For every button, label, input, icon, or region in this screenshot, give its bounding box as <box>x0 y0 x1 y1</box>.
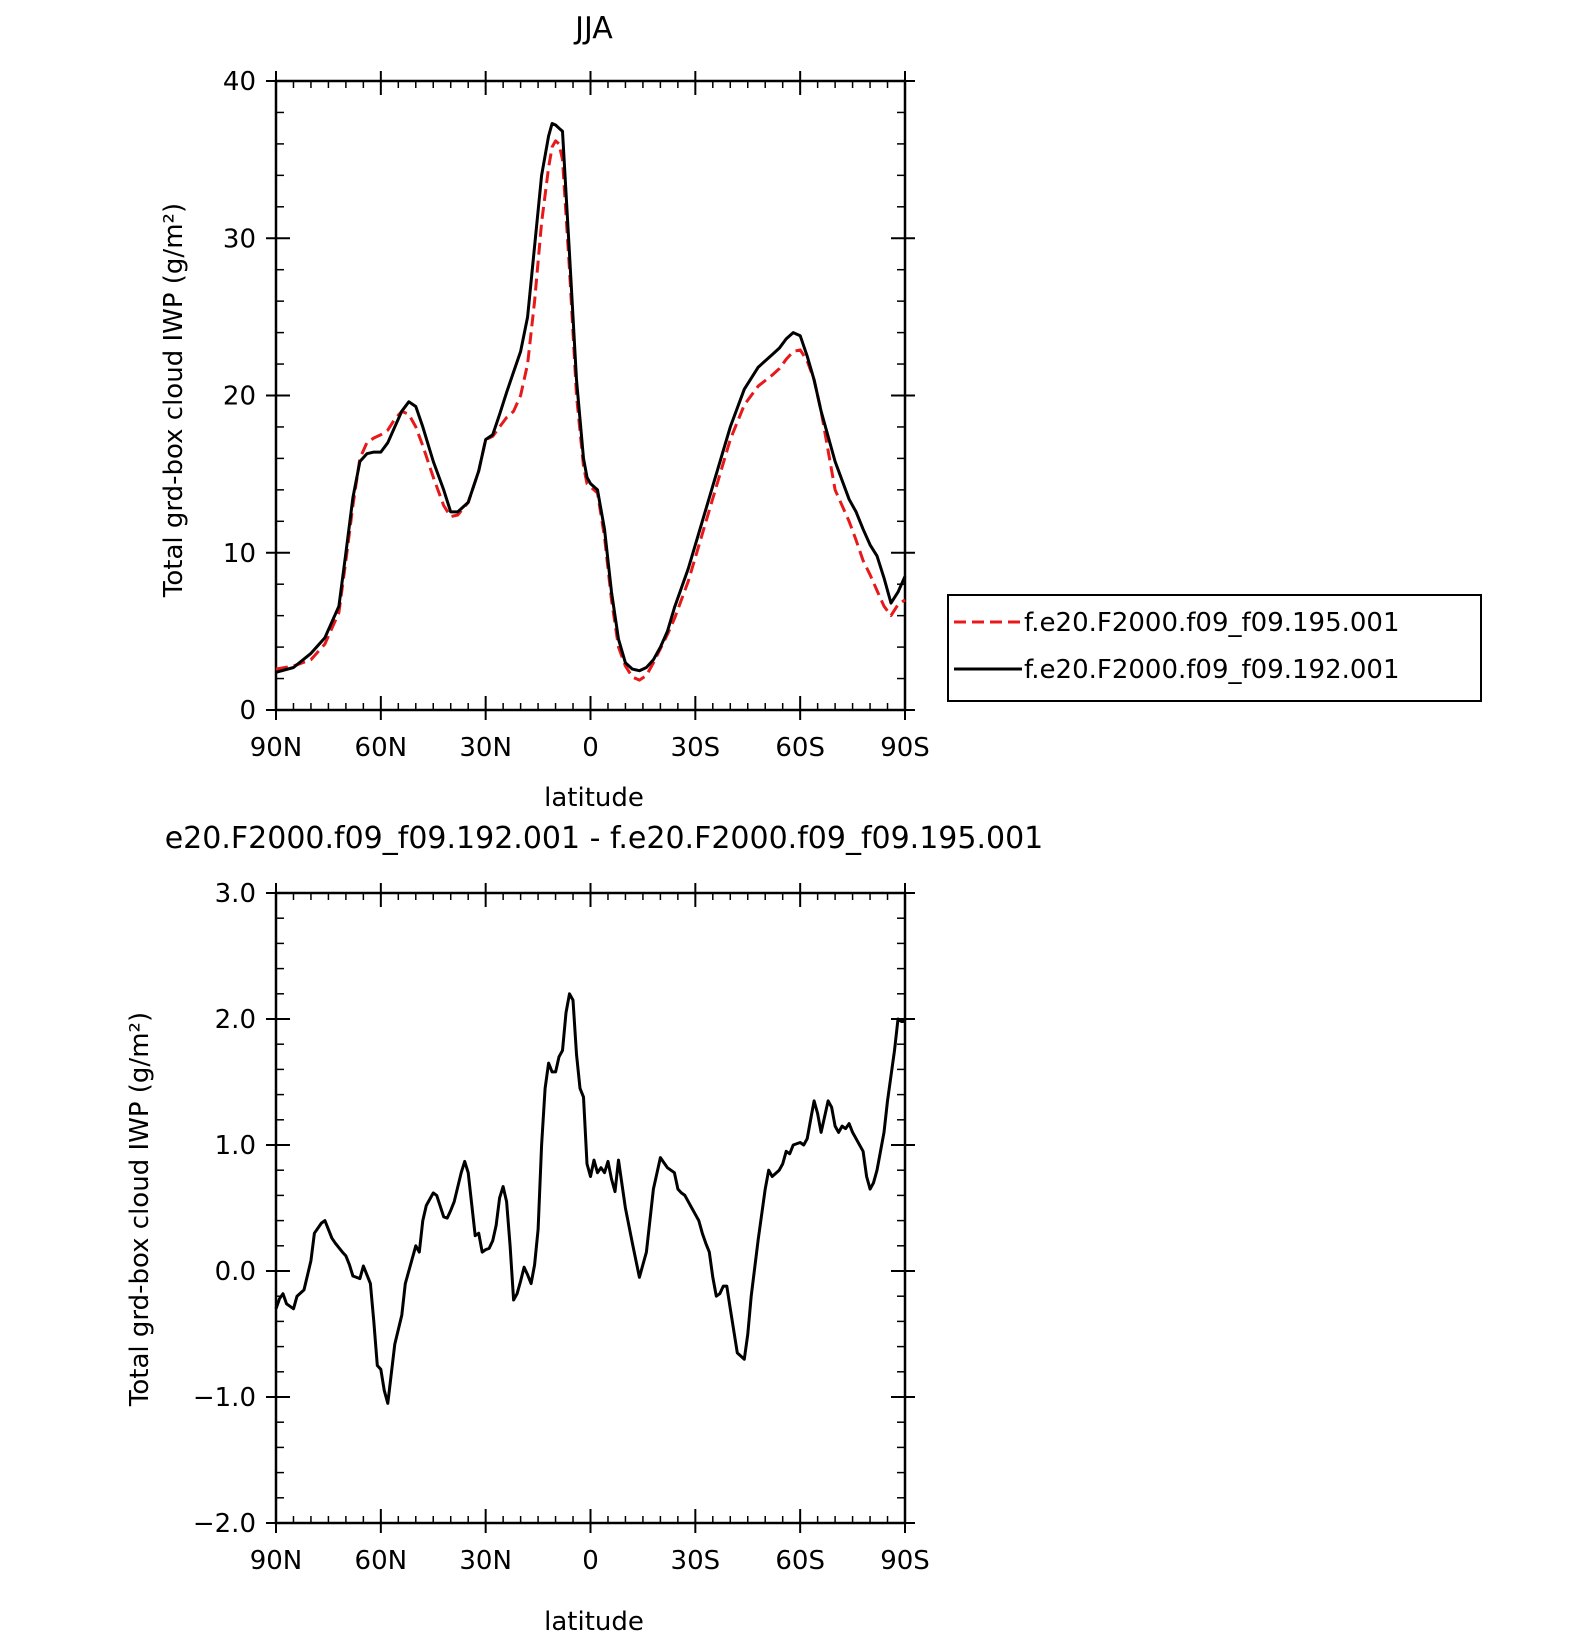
top-panel-title: JJA <box>573 11 613 46</box>
top-x-tick-label: 60S <box>775 733 825 763</box>
top-y-tick-label: 10 <box>223 539 256 569</box>
top-x-tick-label: 90S <box>880 733 930 763</box>
top-x-axis-label: latitude <box>544 783 644 813</box>
bottom-x-tick-label: 0 <box>582 1546 599 1576</box>
top-y-tick-label: 40 <box>223 67 256 97</box>
legend-label-195: f.e20.F2000.f09_f09.195.001 <box>1024 608 1400 638</box>
bottom-x-tick-label: 60S <box>775 1546 825 1576</box>
top-x-tick-label: 30N <box>459 733 512 763</box>
bottom-y-tick-label: −2.0 <box>193 1509 256 1539</box>
bottom-x-tick-label: 60N <box>355 1546 408 1576</box>
top-panel: JJA 90N 60N 30N 0 30S 60S 90S 0 10 20 30 40 latitud… <box>159 11 1482 813</box>
bottom-y-tick-label: 1.0 <box>215 1131 256 1161</box>
top-y-tick-label: 0 <box>239 696 256 726</box>
top-x-tick-label: 90N <box>250 733 303 763</box>
bottom-series-line-1 <box>274 992 905 1405</box>
bottom-y-tick-label: 3.0 <box>215 879 256 909</box>
bottom-y-axis-label: Total grd-box cloud IWP (g/m²) <box>125 1012 155 1407</box>
bottom-x-tick-label: 90S <box>880 1546 930 1576</box>
bottom-panel: e20.F2000.f09_f09.192.001 - f.e20.F2000.… <box>125 821 1043 1637</box>
legend-box <box>947 594 1482 702</box>
bottom-x-tick-label: 30N <box>459 1546 512 1576</box>
bottom-y-tick-label: −1.0 <box>193 1383 256 1413</box>
top-x-tick-label: 60N <box>355 733 408 763</box>
bottom-y-tick-label: 0.0 <box>215 1257 256 1287</box>
top-plot-frame <box>274 79 907 712</box>
bottom-x-tick-label: 90N <box>250 1546 303 1576</box>
top-y-tick-label: 20 <box>223 382 256 412</box>
legend: f.e20.F2000.f09_f09.195.001 f.e20.F2000.… <box>947 594 1482 702</box>
top-series-line-2 <box>275 122 907 674</box>
bottom-panel-title: e20.F2000.f09_f09.192.001 - f.e20.F2000.… <box>165 821 1044 856</box>
bottom-plot-frame <box>274 891 907 1525</box>
top-x-tick-label: 0 <box>582 733 599 763</box>
top-y-axis-label: Total grd-box cloud IWP (g/m²) <box>159 203 189 598</box>
bottom-x-tick-label: 30S <box>671 1546 721 1576</box>
bottom-y-tick-label: 2.0 <box>215 1005 256 1035</box>
legend-label-192: f.e20.F2000.f09_f09.192.001 <box>1024 655 1400 685</box>
bottom-x-axis-label: latitude <box>544 1607 644 1637</box>
top-x-tick-label: 30S <box>671 733 721 763</box>
top-series-line-1 <box>275 139 906 682</box>
top-y-tick-label: 30 <box>223 224 256 254</box>
